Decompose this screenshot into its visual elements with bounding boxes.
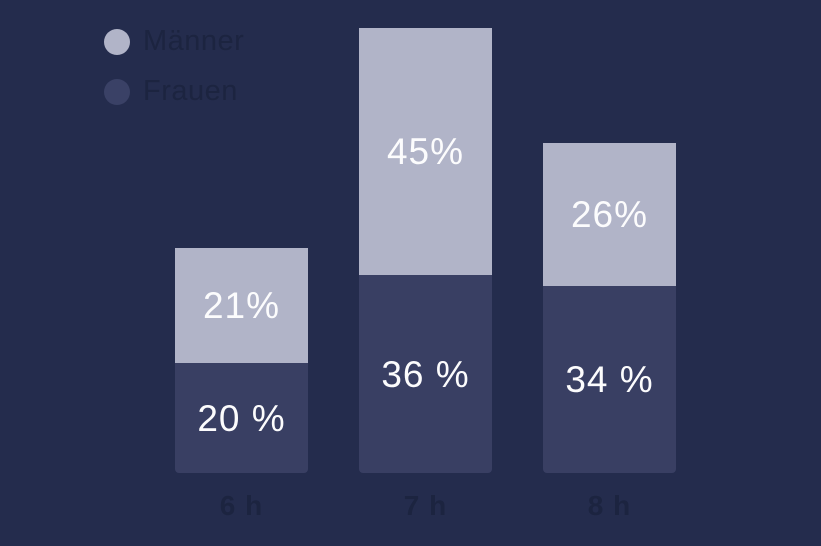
bar-segment-mnner: 21% [175, 247, 308, 363]
legend-item-mnner: Männer [104, 27, 244, 56]
bar-segment-frauen: 36 % [359, 275, 492, 473]
legend-label: Männer [143, 25, 245, 57]
legend-item-frauen: Frauen [104, 77, 244, 106]
bar-segment-frauen: 20 % [175, 363, 308, 473]
bar-segment-mnner: 26% [543, 143, 676, 286]
legend-swatch-icon [104, 28, 130, 55]
bar-group: 45% 36 % [359, 27, 492, 473]
bar-value-label: 21% [202, 284, 281, 326]
bar-value-label: 36 % [381, 353, 470, 395]
bar-value-label: 20 % [197, 397, 286, 439]
legend: Männer Frauen [104, 27, 244, 106]
bar-value-label: 26% [570, 194, 649, 235]
bar-group: 26% 34 % [543, 143, 676, 473]
legend-label: Frauen [143, 75, 238, 107]
bar-segment-frauen: 34 % [543, 286, 676, 473]
x-axis-label: 8 h [587, 490, 632, 521]
legend-swatch-icon [104, 78, 130, 105]
bar-segment-mnner: 45% [359, 27, 492, 275]
x-axis-label: 7 h [403, 490, 448, 521]
bar-value-label: 34 % [565, 359, 654, 400]
bar-group: 21% 20 % [175, 247, 308, 473]
x-axis-label: 6 h [219, 490, 264, 521]
bar-value-label: 45% [386, 130, 465, 172]
